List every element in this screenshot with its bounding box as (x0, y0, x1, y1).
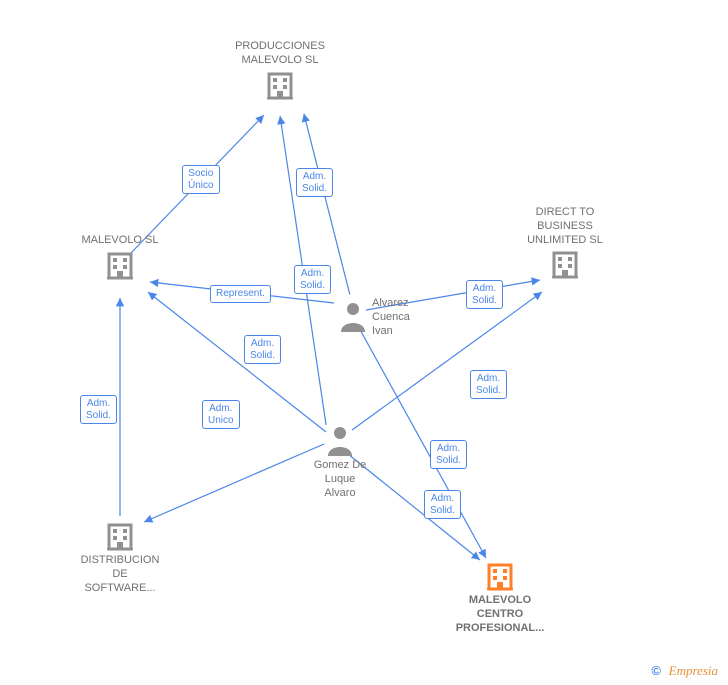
building-icon (549, 247, 581, 282)
edge-label-gomez-malevolo_sl: Adm.Solid. (244, 335, 281, 364)
node-dist_soft[interactable]: DISTRIBUCIONDESOFTWARE... (60, 519, 180, 595)
person-icon (339, 300, 367, 335)
edge-label-gomez-malevolo_cp: Adm.Solid. (424, 490, 461, 519)
building-icon (264, 68, 296, 103)
node-malevolo_sl[interactable]: MALEVOLO SL (60, 234, 180, 283)
node-malevolo_cp[interactable]: MALEVOLOCENTROPROFESIONAL... (440, 559, 560, 635)
diagram-canvas: PRODUCCIONESMALEVOLO SL MALEVOLO SL DIRE… (0, 0, 728, 685)
edge-label-dist_soft-malevolo_sl: Adm.Solid. (80, 395, 117, 424)
edge-label-alvarez-direct_bus: Adm.Solid. (466, 280, 503, 309)
copyright-symbol: © (651, 663, 661, 678)
node-prod_malevolo[interactable]: PRODUCCIONESMALEVOLO SL (220, 40, 340, 103)
building-icon (104, 248, 136, 283)
brand-name: Empresia (669, 663, 718, 678)
node-label: AlvarezCuencaIvan (372, 297, 410, 338)
node-label: DISTRIBUCIONDESOFTWARE... (60, 554, 180, 595)
node-label: PRODUCCIONESMALEVOLO SL (220, 40, 340, 68)
building-icon (104, 519, 136, 554)
edge-label-alvarez-malevolo_cp: Adm.Solid. (470, 370, 507, 399)
node-label: Gomez DeLuqueAlvaro (280, 459, 400, 500)
watermark: © Empresia (651, 663, 718, 679)
node-direct_bus[interactable]: DIRECT TOBUSINESSUNLIMITED SL (505, 206, 625, 282)
edge-label-malevolo_sl-prod_malevolo: SocioÚnico (182, 165, 220, 194)
edge-label-gomez-dist_soft: Adm.Unico (202, 400, 240, 429)
node-gomez[interactable]: Gomez DeLuqueAlvaro (280, 424, 400, 500)
edge-label-gomez-prod_malevolo: Adm.Solid. (294, 265, 331, 294)
edge-label-gomez-direct_bus: Adm.Solid. (430, 440, 467, 469)
node-label: MALEVOLOCENTROPROFESIONAL... (440, 594, 560, 635)
building-icon (484, 559, 516, 594)
edge-label-alvarez-malevolo_sl: Represent. (210, 285, 271, 303)
node-alvarez[interactable]: AlvarezCuencaIvan (336, 294, 413, 341)
node-label: DIRECT TOBUSINESSUNLIMITED SL (505, 206, 625, 247)
edge-label-alvarez-prod_malevolo: Adm.Solid. (296, 168, 333, 197)
node-label: MALEVOLO SL (60, 234, 180, 248)
person-icon (326, 424, 354, 459)
